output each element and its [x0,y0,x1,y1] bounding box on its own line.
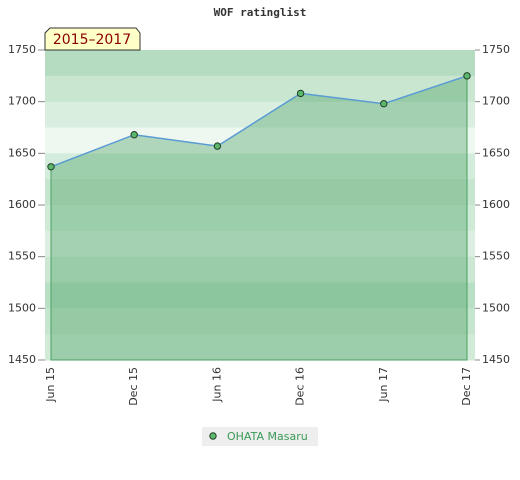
y2-tick-label: 1650 [482,146,510,159]
point [47,163,55,171]
band [45,334,475,361]
y2-tick-label: 1450 [482,353,510,366]
legend[interactable]: OHATA Masaru [202,427,318,446]
y-tick-label: 1650 [8,146,36,159]
y2-tick-label: 1500 [482,301,510,314]
y-tick-label: 1550 [8,250,36,263]
band [45,230,475,258]
legend-marker [209,432,217,440]
point [380,100,388,108]
legend-box [202,427,318,446]
x-tick-label: Jun 16 [210,367,223,403]
x-tick-label: Dec 17 [460,367,473,406]
y2-tick-label: 1600 [482,198,510,211]
x-tick-label: Dec 16 [294,367,307,406]
y-tick-label: 1750 [8,43,36,56]
legend-label: OHATA Masaru [227,430,308,443]
band [45,101,475,128]
band [45,282,475,309]
x-tick-label: Dec 15 [127,367,140,406]
y2-tick-label: 1700 [482,95,510,108]
y-tick-label: 1600 [8,198,36,211]
y2-tick-label: 1750 [482,43,510,56]
band [45,205,475,232]
band [45,153,475,180]
y-tick-label: 1500 [8,301,36,314]
x-tick-label: Jun 17 [377,367,390,403]
band [45,308,475,335]
line [50,75,468,168]
band [45,127,475,154]
point [463,72,471,80]
annotation: 2015–2017 [53,32,131,48]
point [130,131,138,139]
plot-background [45,50,475,361]
y-tick-label: 1700 [8,95,36,108]
annotation-box [44,27,141,51]
y2-tick-label: 1550 [482,250,510,263]
y-tick-label: 1450 [8,353,36,366]
x-tick-label: Jun 15 [44,367,57,403]
band [45,179,475,206]
band [45,50,475,77]
chart-title: WOF ratinglist [214,6,307,19]
band [45,256,475,283]
point [213,142,222,150]
point [296,89,305,98]
